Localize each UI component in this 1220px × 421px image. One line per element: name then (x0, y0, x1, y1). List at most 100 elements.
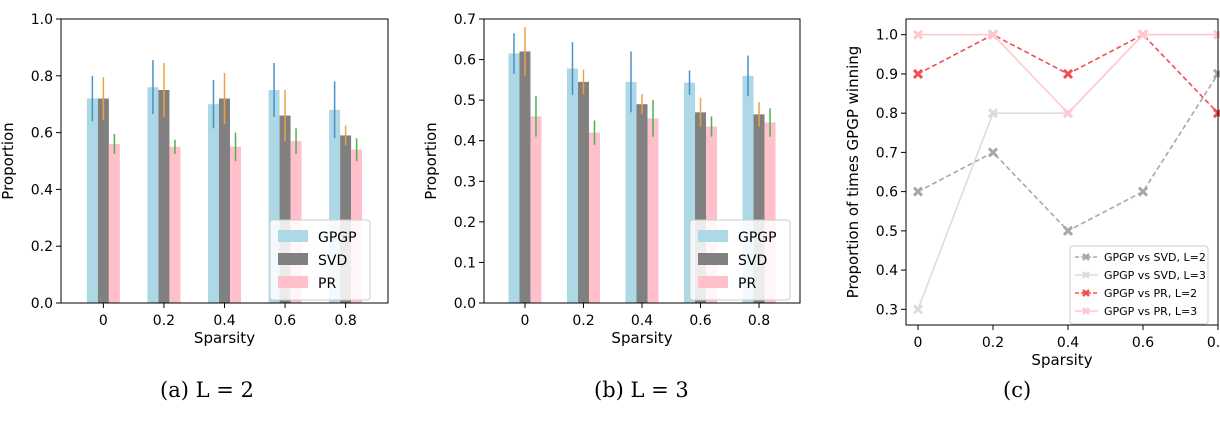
legend-marker (1082, 253, 1090, 261)
bar-gpgp-0 (86, 98, 98, 304)
bar-gpgp-1 (566, 68, 578, 303)
y-axis-label: Proportion (422, 122, 440, 199)
legend-label: SVD (318, 253, 347, 269)
x-tick-label: 0.6 (274, 313, 296, 329)
legend-swatch (698, 230, 728, 242)
legend-swatch (698, 253, 728, 265)
series-marker-2-0 (912, 68, 924, 79)
series-marker-0-2 (1062, 225, 1074, 236)
bar-gpgp-2 (625, 81, 637, 303)
x-tick-label: 0.8 (334, 313, 356, 329)
bar-svd-1 (577, 81, 589, 303)
y-tick-label: 0.2 (31, 239, 53, 255)
bar-svd-0 (519, 51, 531, 304)
y-tick-label: 0.1 (454, 255, 476, 271)
y-tick-label: 0.8 (31, 69, 53, 85)
x-tick-label: 0.8 (748, 313, 770, 329)
y-tick-label: 0.5 (876, 224, 898, 240)
bar-pr-2 (230, 146, 241, 303)
legend-label: GPGP (318, 230, 357, 246)
legend-box (1069, 245, 1209, 325)
legend-label: GPGP vs SVD, L=2 (1104, 251, 1206, 264)
legend-swatch (698, 276, 728, 288)
y-tick-label: 0.3 (454, 174, 476, 190)
series-marker-2-4 (1212, 108, 1220, 119)
series-marker-1-1 (987, 108, 999, 119)
legend-label: PR (318, 276, 336, 292)
plot-frame (60, 18, 389, 304)
legend-swatch (278, 230, 308, 242)
series-marker-0-1 (987, 147, 999, 158)
bar-svd-4 (753, 114, 765, 303)
x-tick-label: 0.6 (689, 313, 711, 329)
legend-label: GPGP vs PR, L=3 (1104, 305, 1197, 318)
bar-svd-3 (279, 115, 291, 303)
y-axis-label: Proportion of times GPGP winning (844, 46, 862, 299)
bar-svd-3 (695, 112, 707, 303)
caption-a: (a) L = 2 (160, 378, 254, 402)
plot-frame (905, 18, 1219, 326)
legend-label: GPGP vs PR, L=2 (1104, 287, 1197, 300)
series-marker-0-0 (912, 186, 924, 197)
series-marker-3-1 (987, 29, 999, 40)
series-marker-1-0 (912, 304, 924, 315)
bar-svd-1 (158, 90, 170, 303)
x-tick-label: 0.4 (213, 313, 235, 329)
series-marker-3-0 (912, 29, 924, 40)
x-axis-label: Sparsity (194, 329, 255, 347)
bar-gpgp-4 (742, 75, 754, 303)
bar-gpgp-3 (268, 90, 280, 303)
x-tick-label: 0.8 (1207, 335, 1220, 351)
y-tick-label: 0.7 (876, 145, 898, 161)
bar-gpgp-4 (329, 109, 341, 303)
y-tick-label: 1.0 (876, 28, 898, 44)
series-marker-3-2 (1062, 108, 1074, 119)
y-tick-label: 1.0 (31, 12, 53, 28)
bar-pr-4 (764, 122, 776, 303)
y-tick-label: 0.6 (876, 185, 898, 201)
caption-c: (c) (1003, 378, 1032, 402)
bar-gpgp-3 (684, 82, 696, 303)
legend-swatch (278, 253, 308, 265)
bar-pr-1 (169, 146, 181, 303)
y-tick-label: 0.4 (31, 182, 53, 198)
x-tick-label: 0 (521, 313, 530, 329)
y-tick-label: 0.0 (31, 296, 53, 312)
bar-pr-1 (588, 132, 600, 303)
series-marker-3-3 (1137, 29, 1149, 40)
legend-label: SVD (738, 253, 767, 269)
bar-svd-2 (636, 104, 648, 303)
bar-svd-2 (219, 98, 230, 304)
series-marker-0-4 (1212, 68, 1220, 79)
legend-label: GPGP vs SVD, L=3 (1104, 269, 1206, 282)
y-tick-label: 0.6 (454, 53, 476, 69)
x-tick-label: 0.2 (982, 335, 1004, 351)
bar-gpgp-0 (508, 53, 520, 303)
bar-gpgp-2 (208, 104, 219, 303)
y-tick-label: 0.7 (454, 12, 476, 28)
bar-pr-2 (647, 118, 659, 304)
chart-b: 0 0.2 0.4 0.6 0.8 0.0 0.1 0.2 0.3 0.4 0.5 0.6 0.7 Spa… (422, 12, 801, 347)
legend-label: GPGP (738, 230, 777, 246)
y-tick-label: 0.2 (454, 215, 476, 231)
y-tick-label: 0.9 (876, 67, 898, 83)
bar-gpgp-1 (147, 87, 159, 303)
y-tick-label: 0.5 (454, 93, 476, 109)
y-tick-label: 0.6 (31, 126, 53, 142)
x-tick-label: 0.2 (572, 313, 594, 329)
legend-marker (1082, 289, 1090, 297)
y-tick-label: 0.0 (454, 296, 476, 312)
plot-frame (483, 18, 801, 304)
x-axis-label: Sparsity (1031, 351, 1092, 369)
x-tick-label: 0 (99, 313, 108, 329)
y-tick-label: 0.4 (876, 263, 898, 279)
x-tick-label: 0.2 (153, 313, 175, 329)
bar-pr-0 (108, 143, 120, 303)
x-tick-label: 0.4 (631, 313, 653, 329)
chart-a: 0 0.2 0.4 0.6 0.8 0.0 0.2 0.4 0.6 0.8 1.0 Sparsity P… (0, 12, 389, 347)
y-tick-label: 0.3 (876, 302, 898, 318)
series-marker-0-3 (1137, 186, 1149, 197)
legend-marker (1082, 307, 1090, 315)
legend-swatch (278, 276, 308, 288)
